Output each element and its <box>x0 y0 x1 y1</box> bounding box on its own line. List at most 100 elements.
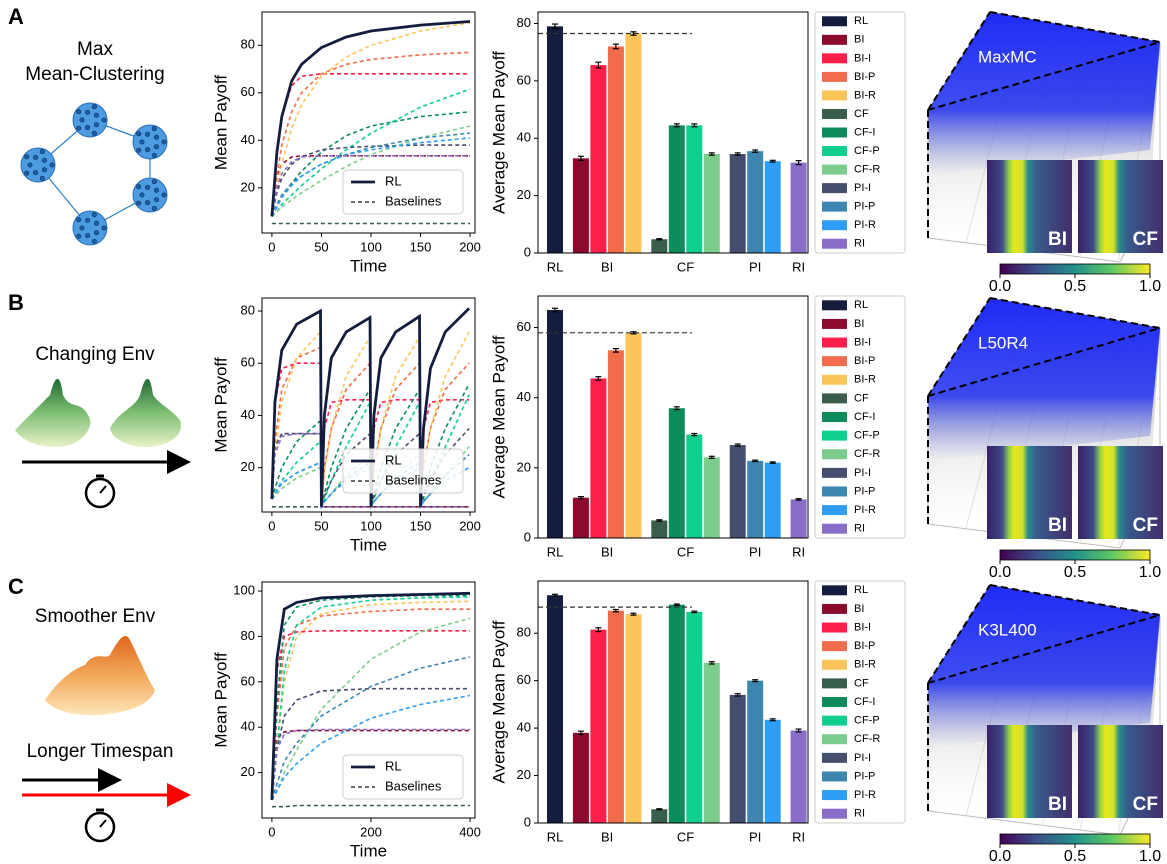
legend-label: RI <box>854 238 865 250</box>
cluster <box>20 147 56 183</box>
baseline-line <box>271 596 471 800</box>
node <box>79 225 85 231</box>
node <box>85 125 91 131</box>
x-axis-label: Time <box>350 535 387 554</box>
bar <box>607 610 624 823</box>
y-tick-label: 40 <box>241 407 255 422</box>
bar <box>729 445 746 538</box>
legend-label: BI-P <box>854 355 875 367</box>
bar <box>703 457 720 538</box>
baseline-line <box>271 427 470 508</box>
rl-line <box>270 307 471 507</box>
x-tick-label: 0 <box>268 239 275 254</box>
legend-swatch <box>822 318 847 329</box>
node <box>24 154 30 160</box>
x-tick-label: RI <box>792 259 805 274</box>
node <box>39 175 45 181</box>
legend-swatch <box>822 771 847 782</box>
node <box>145 200 151 206</box>
x-tick-label: 0 <box>268 824 275 839</box>
y-axis-label: Mean Payoff <box>211 75 230 170</box>
legend-label: CF-R <box>854 733 880 745</box>
legend-label: BI-I <box>854 52 871 64</box>
node <box>24 170 30 176</box>
bar <box>572 497 589 538</box>
legend-swatch <box>822 53 847 64</box>
bar <box>607 350 624 538</box>
node <box>76 233 82 239</box>
legend-swatch <box>822 108 847 119</box>
baseline-line <box>271 21 471 217</box>
legend-swatch <box>822 697 847 707</box>
cluster <box>132 124 168 160</box>
y-tick-label: 60 <box>241 355 255 370</box>
surface-edge <box>927 41 1161 111</box>
legend-label: BI-R <box>854 659 876 671</box>
legend-swatch <box>822 734 847 745</box>
baseline-line <box>271 88 471 217</box>
smoother-env-illustration <box>22 635 191 843</box>
legend-label: CF-P <box>854 145 880 157</box>
legend-swatch <box>822 505 847 516</box>
surface <box>928 298 1160 461</box>
bar <box>651 239 668 253</box>
legend-swatch <box>822 183 847 194</box>
x-tick-label: RL <box>547 259 564 274</box>
y-tick-label: 80 <box>241 302 255 317</box>
legend-label: BI <box>854 318 864 330</box>
legend-label: BI-R <box>854 374 876 386</box>
bar <box>747 460 764 538</box>
legend-label: Baselines <box>385 778 442 793</box>
surface <box>928 585 1160 748</box>
baseline-line <box>271 729 470 800</box>
legend-label: RL <box>385 173 402 188</box>
y-tick-label: 60 <box>241 84 255 99</box>
x-tick-label: 50 <box>314 518 328 533</box>
axes-frame <box>261 297 476 513</box>
node <box>136 131 142 137</box>
baseline-line <box>271 728 470 800</box>
x-axis-label: Time <box>350 256 387 275</box>
legend-label: RI <box>854 523 865 535</box>
baseline-line <box>271 804 470 808</box>
legend-swatch <box>822 16 847 27</box>
x-tick-label: CF <box>677 544 694 559</box>
baseline-line <box>271 630 470 800</box>
legend-label: Baselines <box>385 472 442 487</box>
node <box>76 125 82 131</box>
surface-label: L50R4 <box>978 333 1028 352</box>
panel-letter: C <box>8 574 24 599</box>
bar <box>625 614 642 823</box>
surface-edge <box>927 11 991 111</box>
legend-swatch <box>822 523 847 534</box>
legend-label: CF-I <box>854 411 875 423</box>
legend-label: CF-I <box>854 126 875 138</box>
inset-label: CF <box>1133 515 1158 536</box>
x-tick-label: RL <box>547 544 564 559</box>
heatmap-inset <box>987 725 1072 818</box>
legend-swatch <box>822 34 847 45</box>
y-tick-label: 60 <box>517 672 531 687</box>
y-tick-label: 0 <box>524 529 531 544</box>
x-tick-label: 200 <box>459 518 481 533</box>
legend-swatch <box>822 393 847 404</box>
node <box>145 147 151 153</box>
node <box>153 144 159 150</box>
node <box>161 192 167 198</box>
node <box>151 179 157 185</box>
bar <box>747 151 764 253</box>
x-tick-label: PI <box>749 829 761 844</box>
bar <box>764 462 781 538</box>
x-tick-label: 50 <box>314 239 328 254</box>
cluster <box>132 177 168 213</box>
legend-swatch <box>822 467 847 478</box>
bar <box>729 694 746 823</box>
heatmap-inset <box>1078 446 1163 539</box>
legend-label: PI-P <box>854 485 875 497</box>
legend-label: PI-I <box>854 182 871 194</box>
legend-label: PI-I <box>854 467 871 479</box>
legend-label: CF <box>854 677 869 689</box>
panel-caption: Max <box>77 39 113 60</box>
y-tick-label: 20 <box>241 459 255 474</box>
